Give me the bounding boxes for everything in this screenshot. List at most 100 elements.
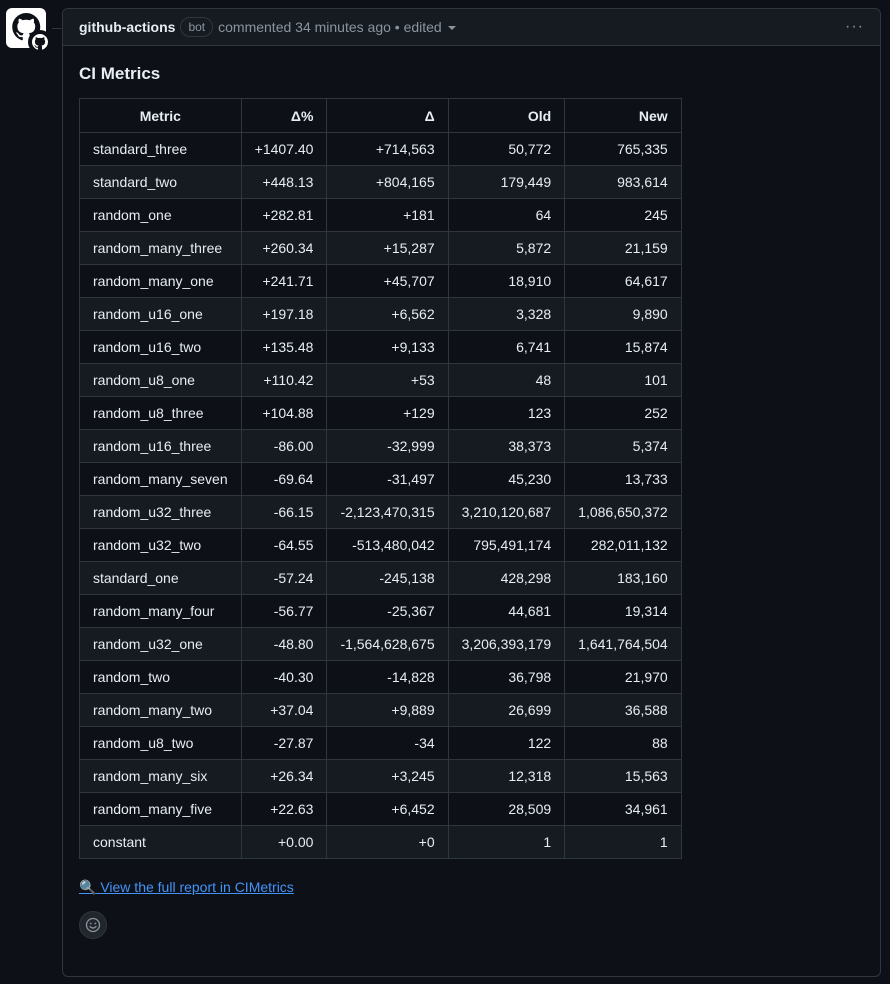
metric-cell: random_two	[79, 660, 242, 694]
delta-cell: +804,165	[326, 165, 449, 199]
old-cell: 179,449	[447, 165, 566, 199]
smiley-icon	[85, 917, 101, 933]
magnifier-icon: 🔍	[79, 879, 97, 895]
new-cell: 88	[564, 726, 682, 760]
table-row: random_many_one +241.71 +45,707 18,910 64,61…	[79, 264, 682, 298]
old-cell: 36,798	[447, 660, 566, 694]
delta-cell: +3,245	[326, 759, 449, 793]
comment-body: CI Metrics Metric Δ% Δ Old New standard_…	[63, 46, 880, 955]
metric-cell: random_many_one	[79, 264, 242, 298]
old-cell: 45,230	[447, 462, 566, 496]
header-metric: Metric	[79, 98, 242, 133]
metric-cell: random_u8_one	[79, 363, 242, 397]
edit-history-chevron-icon[interactable]	[447, 26, 456, 30]
delta-cell: -31,497	[326, 462, 449, 496]
new-cell: 245	[564, 198, 682, 232]
delta-percent-cell: +241.71	[240, 264, 328, 298]
delta-percent-cell: +1407.40	[240, 132, 328, 166]
metric-cell: random_u32_three	[79, 495, 242, 529]
new-cell: 1,086,650,372	[564, 495, 682, 529]
old-cell: 18,910	[447, 264, 566, 298]
delta-cell: -32,999	[326, 429, 449, 463]
delta-percent-cell: +37.04	[240, 693, 328, 727]
delta-cell: -14,828	[326, 660, 449, 694]
old-cell: 122	[447, 726, 566, 760]
new-cell: 252	[564, 396, 682, 430]
new-cell: 19,314	[564, 594, 682, 628]
delta-cell: +53	[326, 363, 449, 397]
github-logo-icon	[32, 34, 48, 50]
delta-percent-cell: +26.34	[240, 759, 328, 793]
new-cell: 15,874	[564, 330, 682, 364]
metric-cell: standard_three	[79, 132, 242, 166]
table-row: random_many_two +37.04 +9,889 26,699 36,588	[79, 693, 682, 727]
old-cell: 44,681	[447, 594, 566, 628]
delta-cell: -34	[326, 726, 449, 760]
table-row: standard_one -57.24 -245,138 428,298 183,160	[79, 561, 682, 595]
avatar[interactable]	[6, 8, 52, 54]
delta-percent-cell: -40.30	[240, 660, 328, 694]
metric-cell: random_u32_two	[79, 528, 242, 562]
metric-cell: random_u16_three	[79, 429, 242, 463]
metric-cell: random_many_five	[79, 792, 242, 826]
table-row: constant +0.00 +0 1 1	[79, 825, 682, 859]
old-cell: 26,699	[447, 693, 566, 727]
metric-cell: random_u8_two	[79, 726, 242, 760]
delta-percent-cell: +0.00	[240, 825, 328, 859]
metric-cell: standard_two	[79, 165, 242, 199]
delta-percent-cell: +110.42	[240, 363, 328, 397]
table-row: random_many_seven -69.64 -31,497 45,230 13,7…	[79, 462, 682, 496]
table-row: random_many_five +22.63 +6,452 28,509 34,961	[79, 792, 682, 826]
comment-header: github-actions bot commented 34 minutes …	[63, 9, 880, 46]
delta-cell: -25,367	[326, 594, 449, 628]
delta-percent-cell: -57.24	[240, 561, 328, 595]
header-delta-percent: Δ%	[240, 98, 328, 133]
metric-cell: random_many_seven	[79, 462, 242, 496]
new-cell: 983,614	[564, 165, 682, 199]
old-cell: 12,318	[447, 759, 566, 793]
table-row: random_one +282.81 +181 64 245	[79, 198, 682, 232]
comment-menu-button[interactable]: ···	[845, 18, 864, 35]
old-cell: 123	[447, 396, 566, 430]
table-row: random_u16_three -86.00 -32,999 38,373 5,374	[79, 429, 682, 463]
table-row: random_many_six +26.34 +3,245 12,318 15,563	[79, 759, 682, 793]
delta-cell: -245,138	[326, 561, 449, 595]
table-row: random_many_three +260.34 +15,287 5,872 21,1…	[79, 231, 682, 265]
table-row: random_two -40.30 -14,828 36,798 21,970	[79, 660, 682, 694]
old-cell: 28,509	[447, 792, 566, 826]
old-cell: 38,373	[447, 429, 566, 463]
delta-percent-cell: +260.34	[240, 231, 328, 265]
new-cell: 21,159	[564, 231, 682, 265]
delta-cell: +15,287	[326, 231, 449, 265]
old-cell: 795,491,174	[447, 528, 566, 562]
delta-percent-cell: +282.81	[240, 198, 328, 232]
delta-cell: +9,133	[326, 330, 449, 364]
table-row: random_u8_two -27.87 -34 122 88	[79, 726, 682, 760]
full-report-link-text: View the full report in CIMetrics	[100, 879, 294, 895]
delta-cell: +6,562	[326, 297, 449, 331]
new-cell: 1,641,764,504	[564, 627, 682, 661]
table-row: random_u32_one -48.80 -1,564,628,675 3,206,…	[79, 627, 682, 661]
add-reaction-button[interactable]	[79, 911, 107, 939]
delta-percent-cell: -27.87	[240, 726, 328, 760]
new-cell: 13,733	[564, 462, 682, 496]
new-cell: 765,335	[564, 132, 682, 166]
metric-cell: random_u16_one	[79, 297, 242, 331]
old-cell: 5,872	[447, 231, 566, 265]
delta-percent-cell: +135.48	[240, 330, 328, 364]
new-cell: 183,160	[564, 561, 682, 595]
table-header-row: Metric Δ% Δ Old New	[79, 98, 682, 133]
new-cell: 15,563	[564, 759, 682, 793]
old-cell: 6,741	[447, 330, 566, 364]
delta-cell: +6,452	[326, 792, 449, 826]
new-cell: 101	[564, 363, 682, 397]
author-link[interactable]: github-actions	[79, 19, 176, 35]
metrics-table: Metric Δ% Δ Old New standard_three +1407.…	[79, 98, 682, 859]
delta-percent-cell: -66.15	[240, 495, 328, 529]
timeline-connector	[52, 28, 62, 29]
old-cell: 3,328	[447, 297, 566, 331]
full-report-link[interactable]: 🔍 View the full report in CIMetrics	[79, 879, 294, 896]
delta-percent-cell: -86.00	[240, 429, 328, 463]
delta-percent-cell: -48.80	[240, 627, 328, 661]
table-row: random_u32_three -66.15 -2,123,470,315 3,21…	[79, 495, 682, 529]
